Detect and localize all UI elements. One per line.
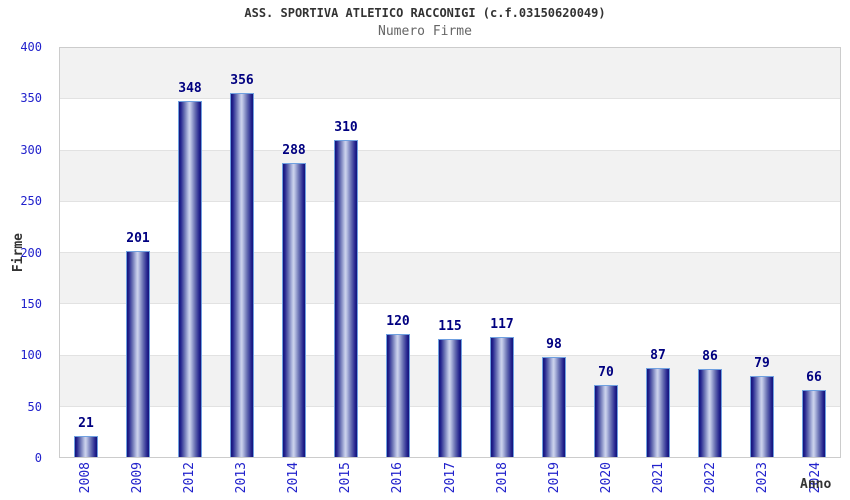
chart-subtitle: Numero Firme <box>378 24 472 39</box>
bar-value-label: 98 <box>546 336 562 352</box>
y-tick-label: 150 <box>20 296 42 311</box>
bar <box>230 93 254 457</box>
bar <box>490 337 514 457</box>
y-tick-label: 300 <box>20 142 42 157</box>
x-tick-slot: 2023 <box>737 462 789 500</box>
bar <box>594 385 618 457</box>
x-tick-slot: 2022 <box>685 462 737 500</box>
bar-slot: 86 <box>684 48 736 457</box>
x-tick-slot: 2017 <box>424 462 476 500</box>
bar <box>282 162 306 457</box>
bar <box>750 376 774 457</box>
bar-value-label: 120 <box>386 314 410 330</box>
bar-value-label: 310 <box>334 120 358 136</box>
bar-slot: 348 <box>164 48 216 457</box>
x-tick-label: 2018 <box>494 462 510 494</box>
chart-title: ASS. SPORTIVA ATLETICO RACCONIGI (c.f.03… <box>244 6 606 20</box>
x-tick-label: 2017 <box>442 462 458 494</box>
bar-value-label: 348 <box>178 81 202 97</box>
bar-slot: 79 <box>736 48 788 457</box>
x-tick-slot: 2021 <box>633 462 685 500</box>
x-tick-slot: 2018 <box>476 462 528 500</box>
x-tick-label: 2022 <box>703 462 719 494</box>
y-tick-label: 250 <box>20 194 42 209</box>
x-tick-label: 2016 <box>390 462 406 494</box>
bar-value-label: 117 <box>490 317 514 333</box>
grid-band <box>60 48 840 100</box>
y-tick-label: 50 <box>27 399 42 414</box>
x-tick-label: 2012 <box>181 462 197 494</box>
bar-value-label: 201 <box>126 231 150 247</box>
bar-value-label: 66 <box>806 369 822 385</box>
bar <box>74 435 98 457</box>
x-axis-title: Anno <box>800 477 832 492</box>
bar <box>802 389 826 457</box>
x-axis-labels: 2008 2009 2012 2013 2014 2015 2016 2017 2018 2019… <box>59 462 841 500</box>
bar-slot: 120 <box>372 48 424 457</box>
bar-value-label: 87 <box>650 348 666 364</box>
x-tick-label: 2014 <box>286 462 302 494</box>
bar <box>334 140 358 457</box>
x-tick-slot: 2013 <box>215 462 267 500</box>
x-tick-slot: 2019 <box>528 462 580 500</box>
y-tick-label: 0 <box>34 451 42 465</box>
y-tick-label: 100 <box>20 348 42 363</box>
bar-value-label: 79 <box>754 356 770 372</box>
bar-slot: 98 <box>528 48 580 457</box>
bar <box>698 369 722 457</box>
bar-slot: 288 <box>268 48 320 457</box>
bar <box>126 251 150 457</box>
y-tick-label: 350 <box>20 91 42 106</box>
y-tick-label: 400 <box>20 40 42 54</box>
y-tick-label: 200 <box>20 245 42 260</box>
bar-value-label: 21 <box>78 415 94 431</box>
bar-slot: 70 <box>580 48 632 457</box>
bar-slot: 356 <box>216 48 268 457</box>
x-tick-slot: 2008 <box>59 462 111 500</box>
x-tick-slot: 2014 <box>268 462 320 500</box>
bar-slot: 115 <box>424 48 476 457</box>
bar-value-label: 86 <box>702 349 718 365</box>
bar-value-label: 115 <box>438 319 462 335</box>
x-tick-slot: 2016 <box>372 462 424 500</box>
x-tick-label: 2015 <box>338 462 354 494</box>
bar-slot: 201 <box>112 48 164 457</box>
x-tick-slot: 2009 <box>111 462 163 500</box>
bar <box>542 356 566 457</box>
x-tick-label: 2023 <box>755 462 771 494</box>
x-tick-label: 2019 <box>546 462 562 494</box>
bar <box>646 368 670 457</box>
bar-value-label: 288 <box>282 142 306 158</box>
bar <box>178 101 202 457</box>
bar <box>386 334 410 457</box>
x-tick-slot: 2015 <box>320 462 372 500</box>
bar-slot: 66 <box>788 48 840 457</box>
x-tick-label: 2020 <box>598 462 614 494</box>
bar-value-label: 356 <box>230 73 254 88</box>
x-tick-label: 2008 <box>77 462 93 494</box>
bar-slot: 310 <box>320 48 372 457</box>
bar-value-label: 70 <box>598 365 614 381</box>
x-tick-label: 2009 <box>129 462 145 494</box>
x-tick-slot: 2020 <box>580 462 632 500</box>
plot-area: 21 201 348 356 288 310 120 115 117 98 70 87 86 79 66 <box>59 47 841 458</box>
bar-slot: 21 <box>60 48 112 457</box>
bar-slot: 87 <box>632 48 684 457</box>
x-tick-label: 2021 <box>651 462 667 494</box>
y-axis-ticks: 0 50 100 150 200 250 300 350 400 <box>0 40 50 465</box>
bar-slot: 117 <box>476 48 528 457</box>
bars: 21 201 348 356 288 310 120 115 117 98 70 87 86 79 66 <box>60 48 840 457</box>
bar <box>438 339 462 457</box>
x-tick-label: 2013 <box>233 462 249 494</box>
x-tick-slot: 2012 <box>163 462 215 500</box>
